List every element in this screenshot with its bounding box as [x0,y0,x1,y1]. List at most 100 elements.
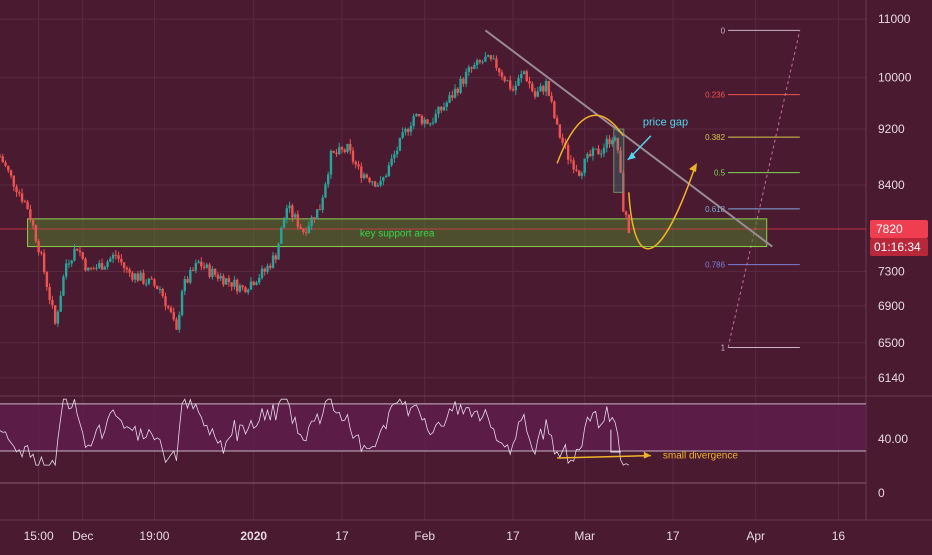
candle-body[interactable] [197,261,200,264]
candle-body[interactable] [426,119,429,124]
candle-body[interactable] [125,267,129,270]
candle-body[interactable] [423,119,426,124]
candle-body[interactable] [282,219,286,228]
candle-body[interactable] [440,106,443,111]
candle-body[interactable] [202,266,206,268]
candle-body[interactable] [506,80,509,82]
candle-body[interactable] [395,150,399,155]
candle-body[interactable] [191,269,195,271]
candle-body[interactable] [406,128,410,132]
candle-body[interactable] [517,78,520,86]
candle-body[interactable] [144,283,148,285]
candle-body[interactable] [122,262,126,268]
candle-body[interactable] [70,260,73,264]
candle-body[interactable] [260,268,264,278]
candle-body[interactable] [258,277,261,283]
candle-body[interactable] [194,263,198,271]
candle-body[interactable] [589,154,592,156]
candle-body[interactable] [349,143,352,151]
candle-body[interactable] [368,177,371,183]
candle-body[interactable] [387,165,391,177]
candle-body[interactable] [244,287,247,293]
candle-body[interactable] [92,268,95,270]
candle-body[interactable] [371,181,374,183]
candle-body[interactable] [26,201,29,210]
candle-body[interactable] [9,170,13,176]
candle-body[interactable] [98,263,101,268]
candle-body[interactable] [379,180,382,186]
candle-body[interactable] [180,291,184,316]
candle-body[interactable] [288,205,291,209]
candle-body[interactable] [161,288,164,297]
candle-body[interactable] [338,147,341,154]
candle-body[interactable] [169,307,173,313]
candle-body[interactable] [539,86,542,92]
candle-body[interactable] [365,174,369,178]
candle-body[interactable] [384,176,388,178]
candle-body[interactable] [266,265,269,272]
candle-body[interactable] [109,258,112,262]
candle-body[interactable] [189,269,192,283]
candle-body[interactable] [213,268,217,275]
candle-body[interactable] [42,253,46,273]
candle-body[interactable] [304,232,308,234]
candle-body[interactable] [4,162,7,166]
candle-body[interactable] [37,241,40,253]
candle-body[interactable] [418,114,421,116]
candle-body[interactable] [249,281,253,290]
candle-body[interactable] [611,140,614,145]
candle-body[interactable] [172,312,175,320]
candle-body[interactable] [470,67,473,69]
candle-body[interactable] [431,122,435,124]
candle-body[interactable] [580,172,584,176]
candle-body[interactable] [200,261,203,267]
candle-body[interactable] [497,68,501,73]
candle-body[interactable] [324,184,327,198]
candle-body[interactable] [78,250,82,253]
candle-body[interactable] [415,114,418,117]
candle-body[interactable] [291,205,294,218]
candle-body[interactable] [577,170,581,176]
candle-body[interactable] [147,278,151,284]
candle-body[interactable] [76,248,79,251]
candle-body[interactable] [0,156,2,158]
candle-body[interactable] [528,81,531,84]
candle-body[interactable] [167,306,170,308]
candle-body[interactable] [520,73,523,79]
candle-body[interactable] [492,58,495,60]
candle-body[interactable] [536,91,540,97]
candle-body[interactable] [111,254,115,259]
candle-body[interactable] [95,267,98,269]
candle-body[interactable] [514,85,517,91]
candle-body[interactable] [227,278,231,283]
candle-body[interactable] [591,148,595,156]
candle-body[interactable] [420,115,424,124]
candle-body[interactable] [343,149,346,152]
candle-body[interactable] [456,88,460,93]
candle-body[interactable] [467,67,471,73]
candle-body[interactable] [34,225,38,242]
candle-body[interactable] [59,295,62,312]
candle-body[interactable] [216,274,220,279]
candle-body[interactable] [451,95,454,98]
candle-body[interactable] [575,169,578,171]
candle-body[interactable] [434,113,437,123]
candle-body[interactable] [613,137,617,141]
candle-body[interactable] [310,217,313,226]
candle-body[interactable] [64,263,68,277]
candle-body[interactable] [608,138,611,145]
candle-body[interactable] [45,272,49,288]
candle-body[interactable] [594,148,597,150]
candle-body[interactable] [274,255,277,260]
candle-body[interactable] [346,143,349,152]
candle-body[interactable] [31,220,35,226]
candle-body[interactable] [20,193,24,202]
candle-body[interactable] [103,266,107,270]
candle-body[interactable] [81,252,84,259]
candle-body[interactable] [351,150,355,162]
candle-body[interactable] [18,192,21,194]
candle-body[interactable] [280,227,283,244]
candle-body[interactable] [376,185,380,187]
candle-body[interactable] [404,128,407,133]
